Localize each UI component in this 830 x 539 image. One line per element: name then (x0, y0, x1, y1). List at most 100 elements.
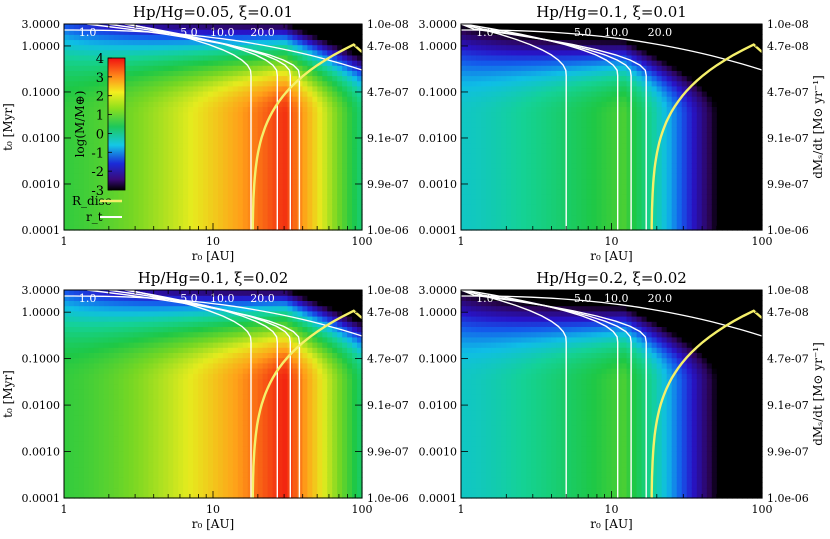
heatmap-cell (501, 214, 507, 221)
heatmap-cell (656, 29, 663, 35)
heatmap-cell (521, 49, 527, 56)
heatmap-cell (237, 157, 244, 164)
heatmap-cell (536, 44, 542, 51)
heatmap-cell (721, 70, 728, 77)
heatmap-cell (571, 183, 577, 190)
heatmap-cell (347, 75, 353, 82)
heatmap-cell (666, 178, 673, 185)
heatmap-cell (173, 137, 179, 144)
heatmap-cell (711, 178, 718, 185)
heatmap-cell (222, 54, 229, 61)
y-right-tick-label: 9.1e-07 (367, 132, 409, 145)
heatmap-cell (631, 85, 638, 92)
heatmap-cell (676, 204, 683, 210)
heatmap-cell (193, 60, 199, 66)
heatmap-cell (183, 75, 189, 82)
heatmap-cell (163, 34, 169, 41)
heatmap-cell (64, 477, 70, 483)
heatmap-cell (213, 147, 219, 154)
heatmap-cell (133, 193, 140, 200)
heatmap-cell (98, 24, 105, 30)
heatmap-cell (257, 178, 264, 185)
heatmap-cell (227, 85, 234, 92)
heatmap-cell (471, 116, 477, 123)
heatmap-cell (691, 168, 698, 174)
heatmap-cell (208, 101, 214, 107)
heatmap-cell (138, 193, 145, 200)
heatmap-cell (676, 214, 683, 221)
heatmap-cell (561, 54, 567, 61)
heatmap-cell (68, 106, 75, 113)
heatmap-cell (178, 85, 184, 92)
heatmap-cell (676, 132, 683, 138)
heatmap-cell (148, 132, 154, 138)
heatmap-cell (247, 24, 254, 30)
heatmap-cell (342, 44, 348, 51)
heatmap-cell (536, 152, 542, 159)
heatmap-cell (168, 65, 174, 71)
heatmap-cell (133, 34, 140, 41)
heatmap-cell (481, 152, 487, 159)
heatmap-cell (546, 90, 552, 97)
heatmap-cell (641, 214, 648, 221)
heatmap-cell (292, 60, 299, 66)
heatmap-cell (616, 193, 623, 200)
heatmap-cell (736, 101, 743, 107)
heatmap-cell (736, 39, 743, 46)
heatmap-cell (586, 209, 593, 216)
heatmap-cell (317, 85, 323, 92)
heatmap-cell (466, 96, 472, 102)
heatmap-cell (173, 116, 179, 123)
heatmap-cell (646, 183, 653, 190)
heatmap-cell (646, 147, 653, 154)
heatmap-cell (726, 142, 733, 149)
heatmap-cell (676, 147, 683, 154)
heatmap-cell (282, 29, 289, 35)
heatmap-cell (571, 127, 577, 133)
heatmap-cell (252, 193, 259, 200)
heatmap-cell (168, 193, 174, 200)
heatmap-cell (332, 183, 338, 190)
heatmap-cell (272, 116, 279, 123)
heatmap-cell (282, 70, 289, 77)
heatmap-cell (541, 219, 547, 226)
heatmap-cell (153, 85, 159, 92)
heatmap-cell (641, 70, 648, 77)
heatmap-cell (178, 60, 184, 66)
heatmap-cell (566, 127, 572, 133)
heatmap-cell (352, 199, 358, 205)
heatmap-cell (476, 163, 482, 169)
heatmap-cell (741, 80, 748, 87)
heatmap-cell (83, 39, 90, 46)
heatmap-cell (671, 29, 678, 35)
heatmap-cell (551, 85, 557, 92)
heatmap-cell (178, 188, 184, 195)
heatmap-cell (277, 142, 284, 149)
heatmap-cell (267, 173, 274, 180)
heatmap-cell (73, 80, 80, 87)
heatmap-cell (73, 90, 80, 97)
heatmap-cell (148, 152, 154, 159)
heatmap-cell (526, 39, 532, 46)
heatmap-cell (491, 54, 497, 61)
heatmap-cell (217, 101, 224, 107)
contour-line (124, 23, 278, 230)
heatmap-cell (726, 204, 733, 210)
heatmap-cell (93, 168, 100, 174)
heatmap-cell (103, 178, 110, 185)
heatmap-cell (168, 224, 174, 231)
heatmap-cell (203, 137, 209, 144)
heatmap-cell (746, 65, 753, 71)
heatmap-cell (476, 34, 482, 41)
heatmap-cell (198, 168, 204, 174)
heatmap-cell (178, 65, 184, 71)
heatmap-cell (357, 209, 363, 216)
heatmap-cell (726, 137, 733, 144)
heatmap-cell (556, 204, 562, 210)
heatmap-cell (491, 152, 497, 159)
heatmap-cell (213, 214, 219, 221)
heatmap-cell (626, 147, 633, 154)
heatmap-cell (576, 224, 582, 231)
heatmap-cell (203, 111, 209, 118)
heatmap-cell (486, 224, 492, 231)
